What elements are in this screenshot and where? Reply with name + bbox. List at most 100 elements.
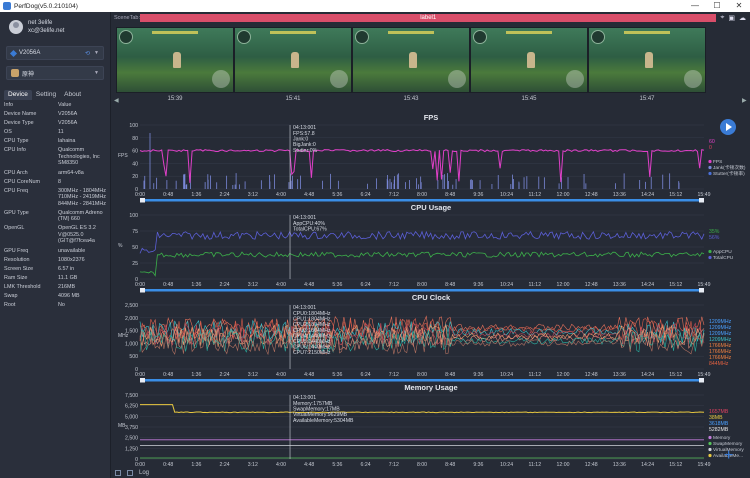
x-tick-label: 13:36 [613,192,626,198]
legend-dot [708,453,712,458]
info-row: Ram Size 11.1 GB [0,275,110,282]
app-cpu-series [139,251,705,277]
x-tick-label: 14:24 [641,282,654,288]
info-row: GPU Freq unavailable [0,248,110,255]
info-key: LMK Threshold [4,283,41,290]
cpu-clock-series [139,319,705,344]
info-key: Device Name [4,111,37,118]
tab-about[interactable]: About [64,91,82,98]
location-icon[interactable]: ⌖ [720,13,725,21]
screenshot-thumbnail[interactable] [588,27,706,93]
tooltip-line: CPU4:1440MHz [293,333,331,339]
tooltip-time: 04:13:001 [293,215,316,221]
info-key: GPU Type [4,209,29,216]
x-tick-label: 13:36 [613,462,626,467]
scroll-left-icon[interactable]: ◀ [114,98,119,104]
expand-icon[interactable] [115,469,121,476]
x-tick-label: 11:12 [528,192,541,198]
x-tick-label: 5:36 [332,192,342,198]
info-key: OpenGL [4,225,25,232]
y-tick-label: 40 [132,161,138,167]
x-tick-label: 15:12 [669,372,682,378]
right-value: 3618MB [709,421,729,427]
x-tick-label: 4:48 [304,282,314,288]
minimap-icon [591,30,605,44]
x-tick-label: 10:24 [500,372,513,378]
chevron-down-icon[interactable]: ▼ [94,50,99,56]
info-row: LMK Threshold 216MB [0,284,110,291]
x-tick-label: 15:49 [698,462,711,467]
scene-tab-label: SceneTab: [114,14,140,21]
info-row: Root No [0,302,110,309]
play-button[interactable] [720,119,736,135]
y-tick-label: 7,500 [125,393,138,399]
x-tick-label: 8:48 [445,462,455,467]
user-profile[interactable]: net 3elife xc@3elife.net [0,12,110,42]
timeline-scrollbar [140,379,704,382]
info-row: CPU Freq 300MHz - 1804MHz 710MHz - 2419MH… [0,188,110,208]
y-tick-label: 0 [135,367,138,373]
scroll-right-icon[interactable]: ▶ [742,98,747,104]
maximize-button[interactable]: ☐ [713,1,721,10]
chevron-down-icon[interactable]: ▼ [94,70,99,76]
info-row: Resolution 1080x2376 [0,257,110,264]
info-value: 1080x2376 [58,256,85,263]
y-axis-label: MB [118,423,126,429]
right-value: 1766MHz [709,355,732,361]
image-icon[interactable]: ▣ [728,14,735,22]
x-tick-label: 13:36 [613,282,626,288]
device-select-value: V2056A [19,50,41,56]
x-tick-label: 3:12 [248,192,258,198]
screenshot-thumbnail[interactable] [352,27,470,93]
legend-label: FPS [713,159,722,165]
info-header-key: Info [4,102,13,108]
connection-icon[interactable]: ⟲ [84,50,90,57]
x-tick-label: 7:12 [389,372,399,378]
x-tick-label: 5:36 [332,282,342,288]
y-tick-label: 0 [135,277,138,283]
info-row: CPU Arch arm64-v8a [0,170,110,177]
x-tick-label: 8:00 [417,192,427,198]
right-value: 38MB [709,415,723,421]
scrollbar-handle-left [140,288,145,293]
x-tick-label: 2:24 [220,192,230,198]
y-tick-label: 2,500 [125,303,138,309]
log-checkbox[interactable] [127,469,133,476]
x-tick-label: 8:00 [417,372,427,378]
info-value: lahaina [58,138,76,145]
right-value: 60 [709,139,715,145]
info-row: Device Name V2056A [0,111,110,118]
right-value: 1766MHz [709,343,732,349]
avatar[interactable] [9,20,23,34]
info-value: No [58,302,65,309]
app-select[interactable]: 原神 ▼ [6,66,104,80]
info-row: OpenGL OpenGL ES 3.2 V@0525.0 (GIT@f7fcea… [0,225,110,245]
cloud-icon[interactable]: ☁ [739,14,746,22]
x-tick-label: 11:12 [528,282,541,288]
screenshot-thumbnail[interactable] [116,27,234,93]
x-tick-label: 4:48 [304,462,314,467]
x-tick-label: 6:24 [361,462,371,467]
tab-setting[interactable]: Setting [35,91,57,98]
add-chart-button[interactable]: + [724,447,734,464]
tooltip-time: 04:13:001 [293,125,316,131]
log-label: Log [139,469,150,476]
scene-label-bar[interactable]: label1 [140,13,717,22]
minimize-button[interactable]: — [691,1,699,10]
y-tick-label: 25 [132,261,138,267]
screenshot-thumbnail[interactable] [234,27,352,93]
user-name: net 3elife [28,20,53,26]
y-tick-label: 2,500 [125,436,138,442]
close-button[interactable]: ✕ [735,1,743,10]
x-tick-label: 12:00 [557,192,570,198]
sidebar: net 3elife xc@3elife.net V2056A ⟲ ▼ 原神 ▼… [0,12,111,478]
screenshot-thumbnail[interactable] [470,27,588,93]
x-tick-label: 4:00 [276,462,286,467]
x-tick-label: 0:00 [135,282,145,288]
tooltip-line: CPU0:1804MHz [293,311,331,317]
info-value: 11 [58,129,64,136]
tab-device[interactable]: Device [4,90,32,100]
device-select[interactable]: V2056A ⟲ ▼ [6,46,104,60]
info-key: CPU Info [4,147,26,154]
